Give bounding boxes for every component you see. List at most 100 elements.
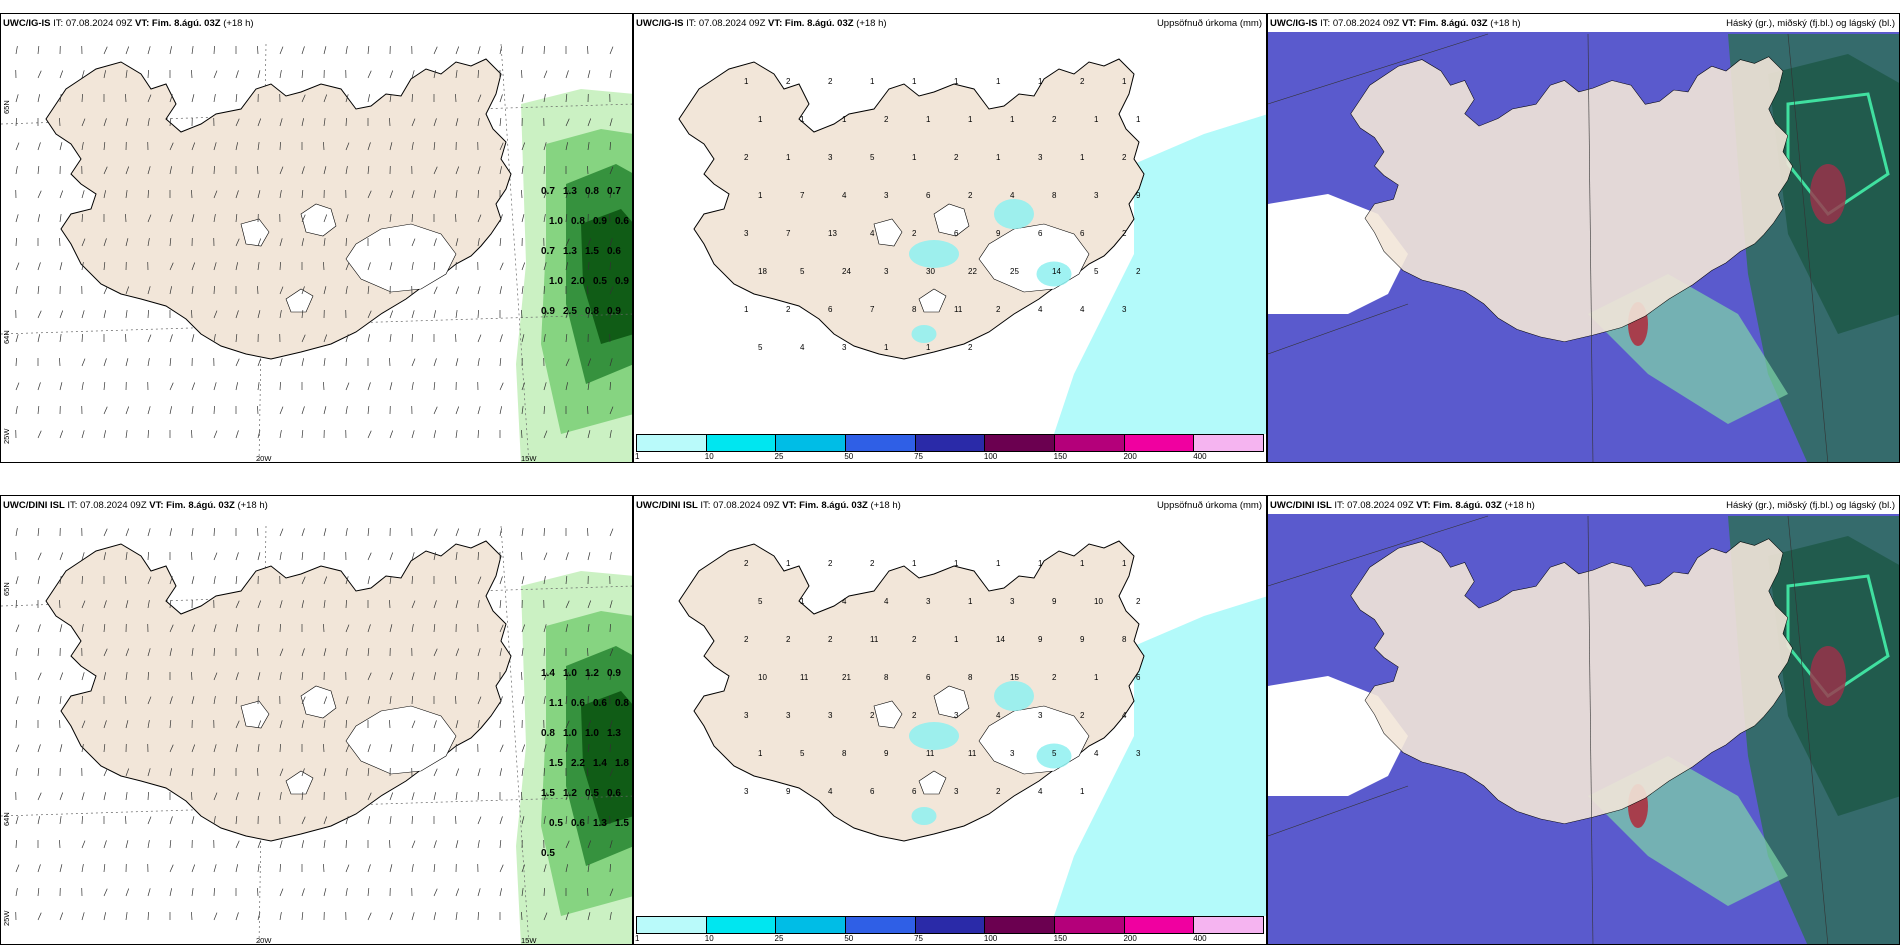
wind-barb (367, 334, 371, 343)
iceland-land (678, 540, 1145, 842)
wind-barb (279, 768, 284, 777)
precip-value-label: 3 (954, 787, 959, 796)
precip-value-label: 7 (786, 229, 791, 238)
precip-map-dini: 2 1 2 2 1 1 1 1 1 15 1 4 4 3 1 3 9 10 22 2 2 11 2 1 14 9 9 810 11 21 8… (678, 540, 1266, 916)
wind-barb (125, 190, 128, 199)
wind-barb (367, 166, 370, 175)
wind-barb (323, 600, 326, 609)
wind-barb (565, 672, 569, 681)
wind-barb (521, 166, 524, 175)
precip-value-label: 4 (842, 191, 847, 200)
precip-value-label: 3 (828, 711, 833, 720)
wind-barb (301, 576, 306, 585)
wind-plume (516, 89, 632, 462)
precip-value-label: 1 (1094, 115, 1099, 124)
wind-value-label: 1.0 (563, 668, 577, 679)
wind-barb (477, 671, 479, 681)
wind-barb (455, 575, 457, 585)
wind-barb (301, 792, 304, 801)
wind-barb (279, 430, 282, 439)
wind-barb (543, 165, 545, 175)
precip-value-label: 4 (1038, 305, 1043, 314)
wind-barb (477, 406, 481, 415)
wind-barb (169, 840, 172, 849)
wind-value-label: 1.3 (607, 728, 621, 739)
iceland-land (45, 58, 512, 360)
wind-barb (81, 720, 86, 729)
wind-barb (15, 214, 19, 223)
wind-value-label: 0.9 (615, 276, 629, 287)
wind-barb (81, 840, 86, 849)
wind-barb (257, 720, 262, 729)
wind-barb (543, 214, 546, 223)
wind-barb (59, 430, 64, 439)
wind-barb (37, 768, 40, 777)
wind-barb (345, 599, 347, 609)
wind-barb (345, 624, 350, 633)
wind-barb (477, 358, 480, 367)
wind-barb (191, 864, 196, 873)
wind-barb (169, 648, 173, 657)
wind-barb (477, 429, 479, 439)
precip-value-label: 3 (1038, 153, 1043, 162)
wind-barb (565, 382, 569, 391)
wind-barb (433, 358, 437, 367)
precip-value-label: 2 (968, 343, 973, 352)
wind-barb (565, 840, 570, 849)
wind-barb (59, 142, 63, 151)
wind-barb (125, 600, 129, 609)
wind-barb (191, 576, 195, 585)
precip-value-label: 1 (1094, 673, 1099, 682)
wind-barb (235, 310, 239, 319)
legend-tick-label: 25 (774, 452, 784, 461)
wind-barb (543, 334, 546, 343)
wind-barb (543, 887, 545, 897)
wind-barb (565, 190, 569, 199)
wind-value-label: 0.6 (593, 698, 607, 709)
precip-value-label: 3 (884, 267, 889, 276)
precip-value-label: 5 (1094, 267, 1099, 276)
wind-barb (323, 863, 325, 873)
precip-value-label: 1 (758, 749, 763, 758)
wind-value-label: 2.2 (571, 758, 585, 769)
wind-barb (301, 552, 304, 561)
wind-barb (477, 334, 482, 343)
wind-barb (587, 864, 590, 873)
precip-legend: 1 10 25 50 75 100 150 200 400 (634, 434, 1266, 462)
precip-value-label: 2 (744, 635, 749, 644)
wind-barb (323, 840, 326, 849)
wind-barb (59, 792, 64, 801)
wind-barb (59, 117, 61, 127)
wind-barb (477, 720, 480, 729)
precip-value-label: 1 (744, 305, 749, 314)
wind-barb (411, 744, 414, 753)
wind-barb (521, 911, 523, 921)
wind-barb (587, 647, 589, 657)
wind-barb (147, 551, 149, 561)
legend-color-cell (1124, 917, 1195, 933)
svg-text:25W: 25W (2, 428, 11, 444)
wind-barb (389, 839, 391, 849)
wind-barb (433, 70, 437, 79)
legend-tick-label: 400 (1193, 452, 1207, 461)
wind-barb (477, 911, 479, 921)
wind-barb (587, 887, 589, 897)
legend-tick-label: 10 (704, 934, 714, 943)
wind-barb (455, 912, 458, 921)
cloud-title: Háský (gr.), miðský (fj.bl.) og lágský (… (1726, 18, 1895, 29)
wind-value-label: 1.4 (541, 668, 555, 679)
wind-barb (389, 696, 392, 705)
wind-value-label: 1.2 (563, 788, 577, 799)
precip-value-label: 24 (842, 267, 851, 276)
precip-value-label: 1 (1122, 77, 1127, 86)
wind-barb (477, 528, 481, 537)
precip-value-label: 8 (912, 305, 917, 314)
precip-value-label: 2 (954, 153, 959, 162)
wind-barb (477, 648, 481, 657)
wind-barb (59, 382, 63, 391)
wind-barb (455, 840, 459, 849)
wind-barb (565, 720, 570, 729)
wind-barb (15, 382, 20, 391)
wind-barb (609, 261, 611, 271)
wind-barb (279, 286, 284, 295)
